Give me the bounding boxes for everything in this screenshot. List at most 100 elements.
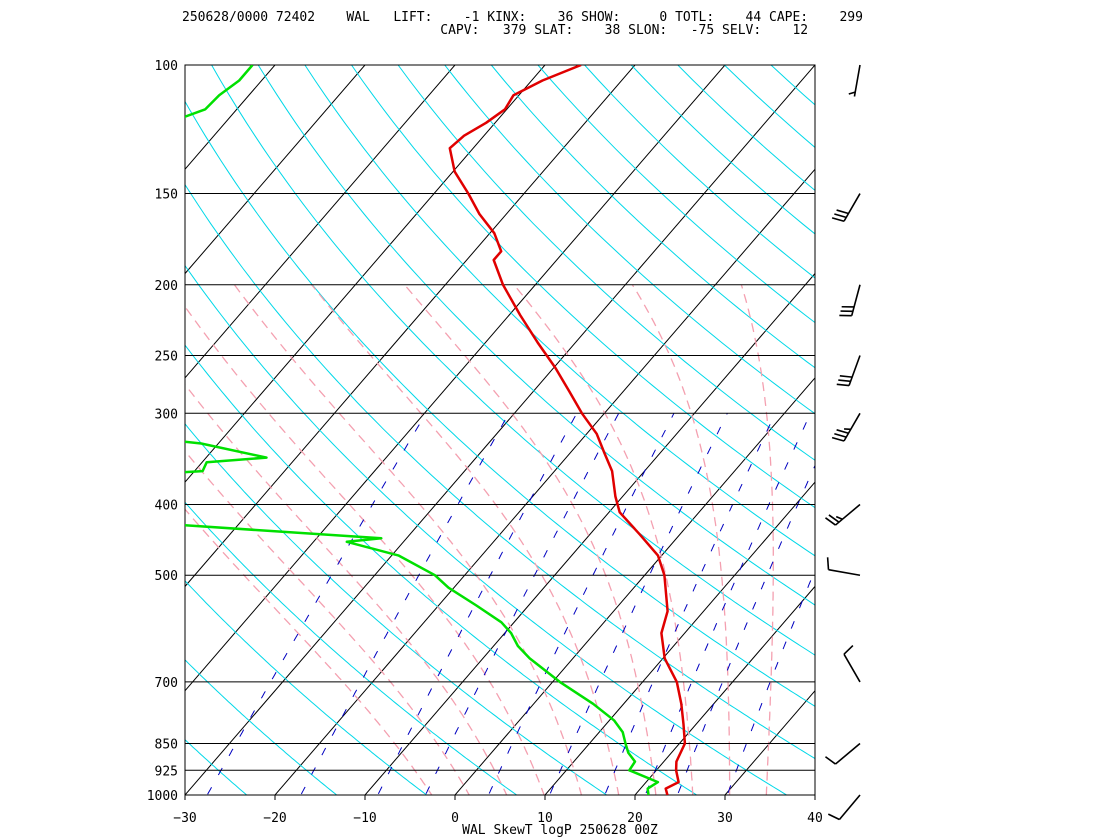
wind-barb-feather (826, 557, 830, 570)
isotherm-line (185, 65, 726, 692)
isotherm-line (544, 481, 815, 795)
wind-barb-feather (836, 429, 849, 434)
wind-barb-staff (850, 284, 861, 316)
isotherm-line (185, 65, 366, 275)
isobar-lines (184, 64, 816, 796)
moist-adiabat-line (233, 284, 583, 795)
chart-title: WAL SkewT logP 250628 00Z (462, 823, 658, 838)
wind-barb-feather (835, 515, 843, 521)
dry-adiabat-line (827, 32, 1120, 814)
isotherm-line (454, 377, 815, 795)
dry-adiabat-line (782, 32, 1120, 814)
wind-barb (826, 557, 861, 577)
isotherm-line (185, 65, 815, 795)
wind-barb-staff (834, 503, 861, 526)
pressure-tick-label: 1000 (147, 789, 178, 804)
dry-adiabat-line (185, 739, 248, 795)
pressure-tick-label: 925 (155, 764, 178, 779)
wind-barb-feather (848, 91, 856, 95)
wind-barb-feather (834, 432, 847, 438)
wind-barb (848, 64, 861, 97)
wind-barb-feather (825, 517, 836, 526)
wind-barb-feather (831, 217, 845, 223)
dry-adiabat-line (185, 264, 788, 795)
moist-adiabat-line (311, 284, 620, 795)
wind-barb-feather (839, 375, 853, 378)
wind-barb-feather (843, 645, 854, 655)
wind-barb-feather (838, 379, 851, 383)
pressure-tick-label: 300 (155, 407, 178, 422)
dry-adiabat-line (185, 659, 338, 795)
wind-barb (831, 193, 861, 223)
dry-adiabat-line (185, 423, 608, 795)
isotherm-line (185, 65, 546, 483)
wind-barbs (825, 64, 861, 821)
moist-adiabat-line (513, 284, 694, 795)
mixing-ratio-line (726, 568, 815, 795)
mixing-ratio-line (549, 413, 728, 795)
wind-barb-feather (827, 813, 840, 821)
pressure-tick-label: 250 (155, 349, 178, 364)
pressure-tick-label: 150 (155, 188, 178, 203)
mixing-ratio-line (676, 464, 815, 795)
dry-adiabat-line (304, 65, 815, 557)
temperature-tick-label: 0 (451, 811, 459, 826)
wind-barb (825, 742, 861, 765)
dry-adiabat-line (185, 344, 698, 795)
pressure-tick-label: 100 (155, 59, 178, 74)
moist-adiabat-line (185, 305, 545, 795)
dewpoint-trace (185, 65, 660, 795)
temperature-tick-label: 10 (537, 811, 553, 826)
temperature-tick-labels: −30 −20 −10 0 10 20 30 40 (173, 795, 823, 826)
wind-barb (827, 794, 861, 821)
moist-adiabat-line (631, 284, 731, 795)
isotherm-line (0, 32, 34, 811)
mixing-ratio-line (206, 413, 427, 795)
wind-barb (843, 645, 861, 683)
dry-adiabat-line (397, 65, 815, 461)
sounding-header: 250628/0000 72402 WAL LIFT: -1 KINX: 36 … (182, 10, 863, 38)
mixing-ratio-line (300, 413, 510, 795)
wind-barb-feather (831, 436, 845, 442)
wind-barb-staff (843, 412, 861, 442)
temperature-tick-label: −30 (173, 811, 196, 826)
mixing-ratio-line (604, 413, 776, 795)
isotherm-line (634, 585, 815, 795)
sounding-traces (185, 65, 687, 795)
wind-barb (831, 412, 861, 442)
wind-barb-feather (825, 756, 836, 765)
pressure-tick-label: 700 (155, 676, 178, 691)
pressure-tick-label: 500 (155, 569, 178, 584)
isotherm-line (814, 794, 815, 795)
temperature-tick-label: 30 (717, 811, 733, 826)
pressure-tick-label: 200 (155, 279, 178, 294)
temperature-tick-label: 20 (627, 811, 643, 826)
dry-adiabat-line (872, 32, 1120, 814)
isotherm-line (364, 272, 815, 795)
dry-adiabat-line (185, 580, 428, 795)
wind-barb-staff (828, 568, 861, 577)
moist-adiabat-line (740, 284, 774, 795)
isotherm-line (724, 689, 815, 795)
wind-barb-feather (836, 209, 849, 215)
moist-adiabat-line (185, 383, 508, 795)
isotherm-line (185, 65, 636, 588)
temperature-tick-label: 40 (807, 811, 823, 826)
dry-adiabat-line (723, 65, 815, 149)
dry-adiabat-line (185, 100, 815, 707)
header-line-1: 250628/0000 72402 WAL LIFT: -1 KINX: 36 … (182, 10, 863, 25)
isotherm-line (185, 65, 186, 66)
mixing-ratio-line (487, 413, 675, 795)
background-lines (0, 32, 1120, 814)
wind-barb-staff (848, 355, 861, 386)
isotherm-line (185, 65, 456, 379)
wind-barb-feather (836, 383, 850, 387)
wind-barb (825, 503, 861, 526)
dry-adiabat-line (185, 501, 518, 795)
moist-adiabat-line (404, 284, 657, 795)
moist-adiabat-line (185, 450, 470, 795)
mixing-ratio-line (424, 413, 620, 795)
wind-barb (836, 355, 861, 387)
temperature-trace (448, 65, 687, 795)
